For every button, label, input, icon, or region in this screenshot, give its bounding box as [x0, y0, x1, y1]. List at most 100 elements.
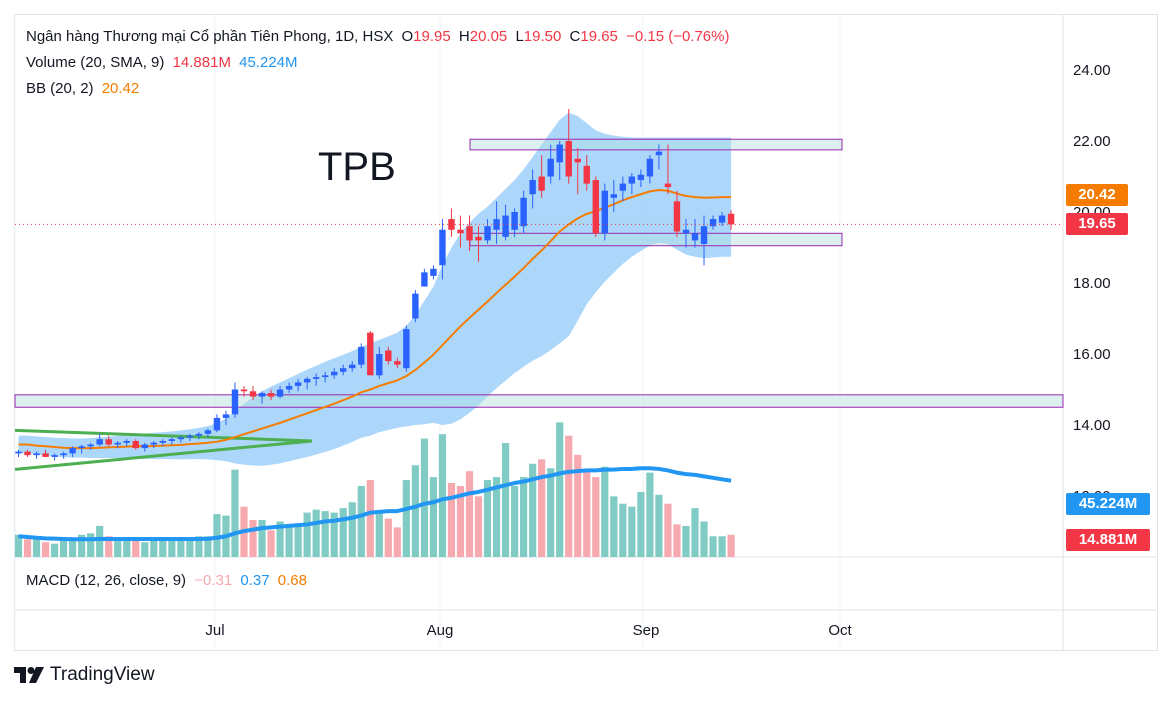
x-tick-label: Oct: [828, 622, 852, 639]
x-tick-label: Sep: [633, 622, 660, 639]
candle-body: [249, 391, 257, 397]
candle-body: [592, 180, 599, 234]
candle-body: [502, 215, 509, 237]
volume-bar: [366, 480, 374, 557]
candle-body: [168, 439, 176, 441]
candle-body: [520, 197, 527, 227]
volume-bar: [727, 534, 735, 557]
volume-bar: [69, 537, 77, 557]
candle-body: [475, 236, 482, 241]
volume-bar: [682, 525, 690, 557]
volume-bar: [664, 503, 672, 557]
tradingview-logo[interactable]: TradingView: [14, 664, 155, 686]
volume-bar: [294, 524, 302, 557]
candle-body: [96, 439, 103, 445]
candle-body: [412, 293, 419, 319]
brand-name: TradingView: [50, 664, 155, 685]
trendline-lower: [14, 439, 313, 471]
volume-bar: [285, 527, 293, 557]
candle-body: [267, 393, 275, 397]
bollinger-band-fill: [18, 112, 732, 466]
last-price-tag: 19.65: [1066, 213, 1128, 235]
price-change: −0.15 (−0.76%): [626, 28, 730, 45]
candle-body: [340, 368, 347, 372]
volume-bar: [529, 463, 537, 557]
volume-bar: [312, 509, 320, 557]
volume-bar: [565, 435, 573, 557]
ohlc-open: O19.95: [401, 28, 451, 45]
volume-bar: [411, 465, 419, 557]
candle-body: [511, 212, 518, 230]
volume-bar: [105, 536, 113, 557]
volume-bar: [655, 494, 663, 557]
volume-bar: [438, 434, 447, 557]
volume-bar: [429, 477, 438, 557]
candle-body: [204, 430, 212, 434]
volume-bar: [141, 542, 149, 557]
volume-bar: [114, 539, 122, 557]
candle-body: [87, 444, 94, 447]
volume-bar: [574, 454, 582, 557]
candle-body: [24, 451, 31, 456]
volume-legend-label: Volume (20, SMA, 9): [26, 54, 165, 71]
candle-body: [294, 382, 302, 386]
volume-bar: [195, 536, 203, 557]
candle-body: [394, 361, 401, 365]
candle-body: [69, 448, 76, 454]
volume-ma-line: [18, 466, 732, 542]
volume-bar: [547, 468, 555, 557]
ohlc-low: L19.50: [515, 28, 562, 45]
candle-body: [619, 183, 627, 191]
candle-body: [556, 144, 563, 163]
support-resistance-zone: [14, 394, 1064, 408]
volume-ma-tag: 45.224M: [1066, 493, 1150, 515]
ticker-annotation[interactable]: TPB: [318, 145, 396, 189]
candle-body: [105, 439, 112, 445]
symbol-name: Ngân hàng Thương mại Cổ phần Tiên Phong,…: [26, 28, 394, 45]
macd-histogram-value: −0.31: [194, 572, 233, 589]
y-tick-label: 24.00: [1073, 62, 1111, 79]
candle-body: [141, 444, 148, 449]
volume-bar: [60, 540, 68, 557]
volume-bar: [628, 506, 636, 557]
volume-bar: [447, 483, 456, 557]
tradingview-icon: [14, 667, 44, 683]
candle-body: [312, 377, 320, 379]
volume-bar: [646, 472, 654, 557]
candle-body: [664, 183, 672, 188]
volume-bar: [231, 469, 239, 557]
volume-bar: [402, 480, 410, 557]
candle-body: [132, 440, 139, 449]
candle-body: [367, 332, 374, 376]
candle-body: [15, 451, 22, 454]
candle-body: [700, 226, 708, 244]
volume-bar: [601, 466, 609, 557]
y-tick-label: 14.00: [1073, 417, 1111, 434]
x-tick-label: Aug: [427, 622, 454, 639]
macd-signal-value: 0.68: [277, 572, 307, 589]
candle-body: [195, 433, 203, 436]
candle-body: [421, 272, 428, 287]
volume-bar: [583, 469, 591, 557]
volume-bar: [330, 512, 338, 557]
candle-body: [276, 389, 284, 397]
macd-line-value: 0.37: [240, 572, 270, 589]
volume-bar: [619, 503, 627, 557]
volume-bar: [456, 485, 465, 557]
candle-body: [51, 455, 58, 457]
volume-legend: Volume (20, SMA, 9) 14.881M 45.224M: [26, 54, 302, 71]
volume-bar: [87, 533, 95, 557]
ohlc-close: C19.65: [569, 28, 618, 45]
candle-body: [655, 151, 663, 156]
volume-bar: [339, 508, 347, 557]
candle-body: [258, 393, 266, 397]
volume-bar: [258, 520, 266, 557]
candle-body: [718, 215, 726, 223]
volume-bar: [474, 496, 483, 557]
candle-body: [303, 378, 311, 383]
volume-bar: [276, 521, 284, 557]
candle-body: [484, 226, 491, 241]
volume-bar: [50, 543, 59, 557]
candle-body: [610, 194, 618, 198]
